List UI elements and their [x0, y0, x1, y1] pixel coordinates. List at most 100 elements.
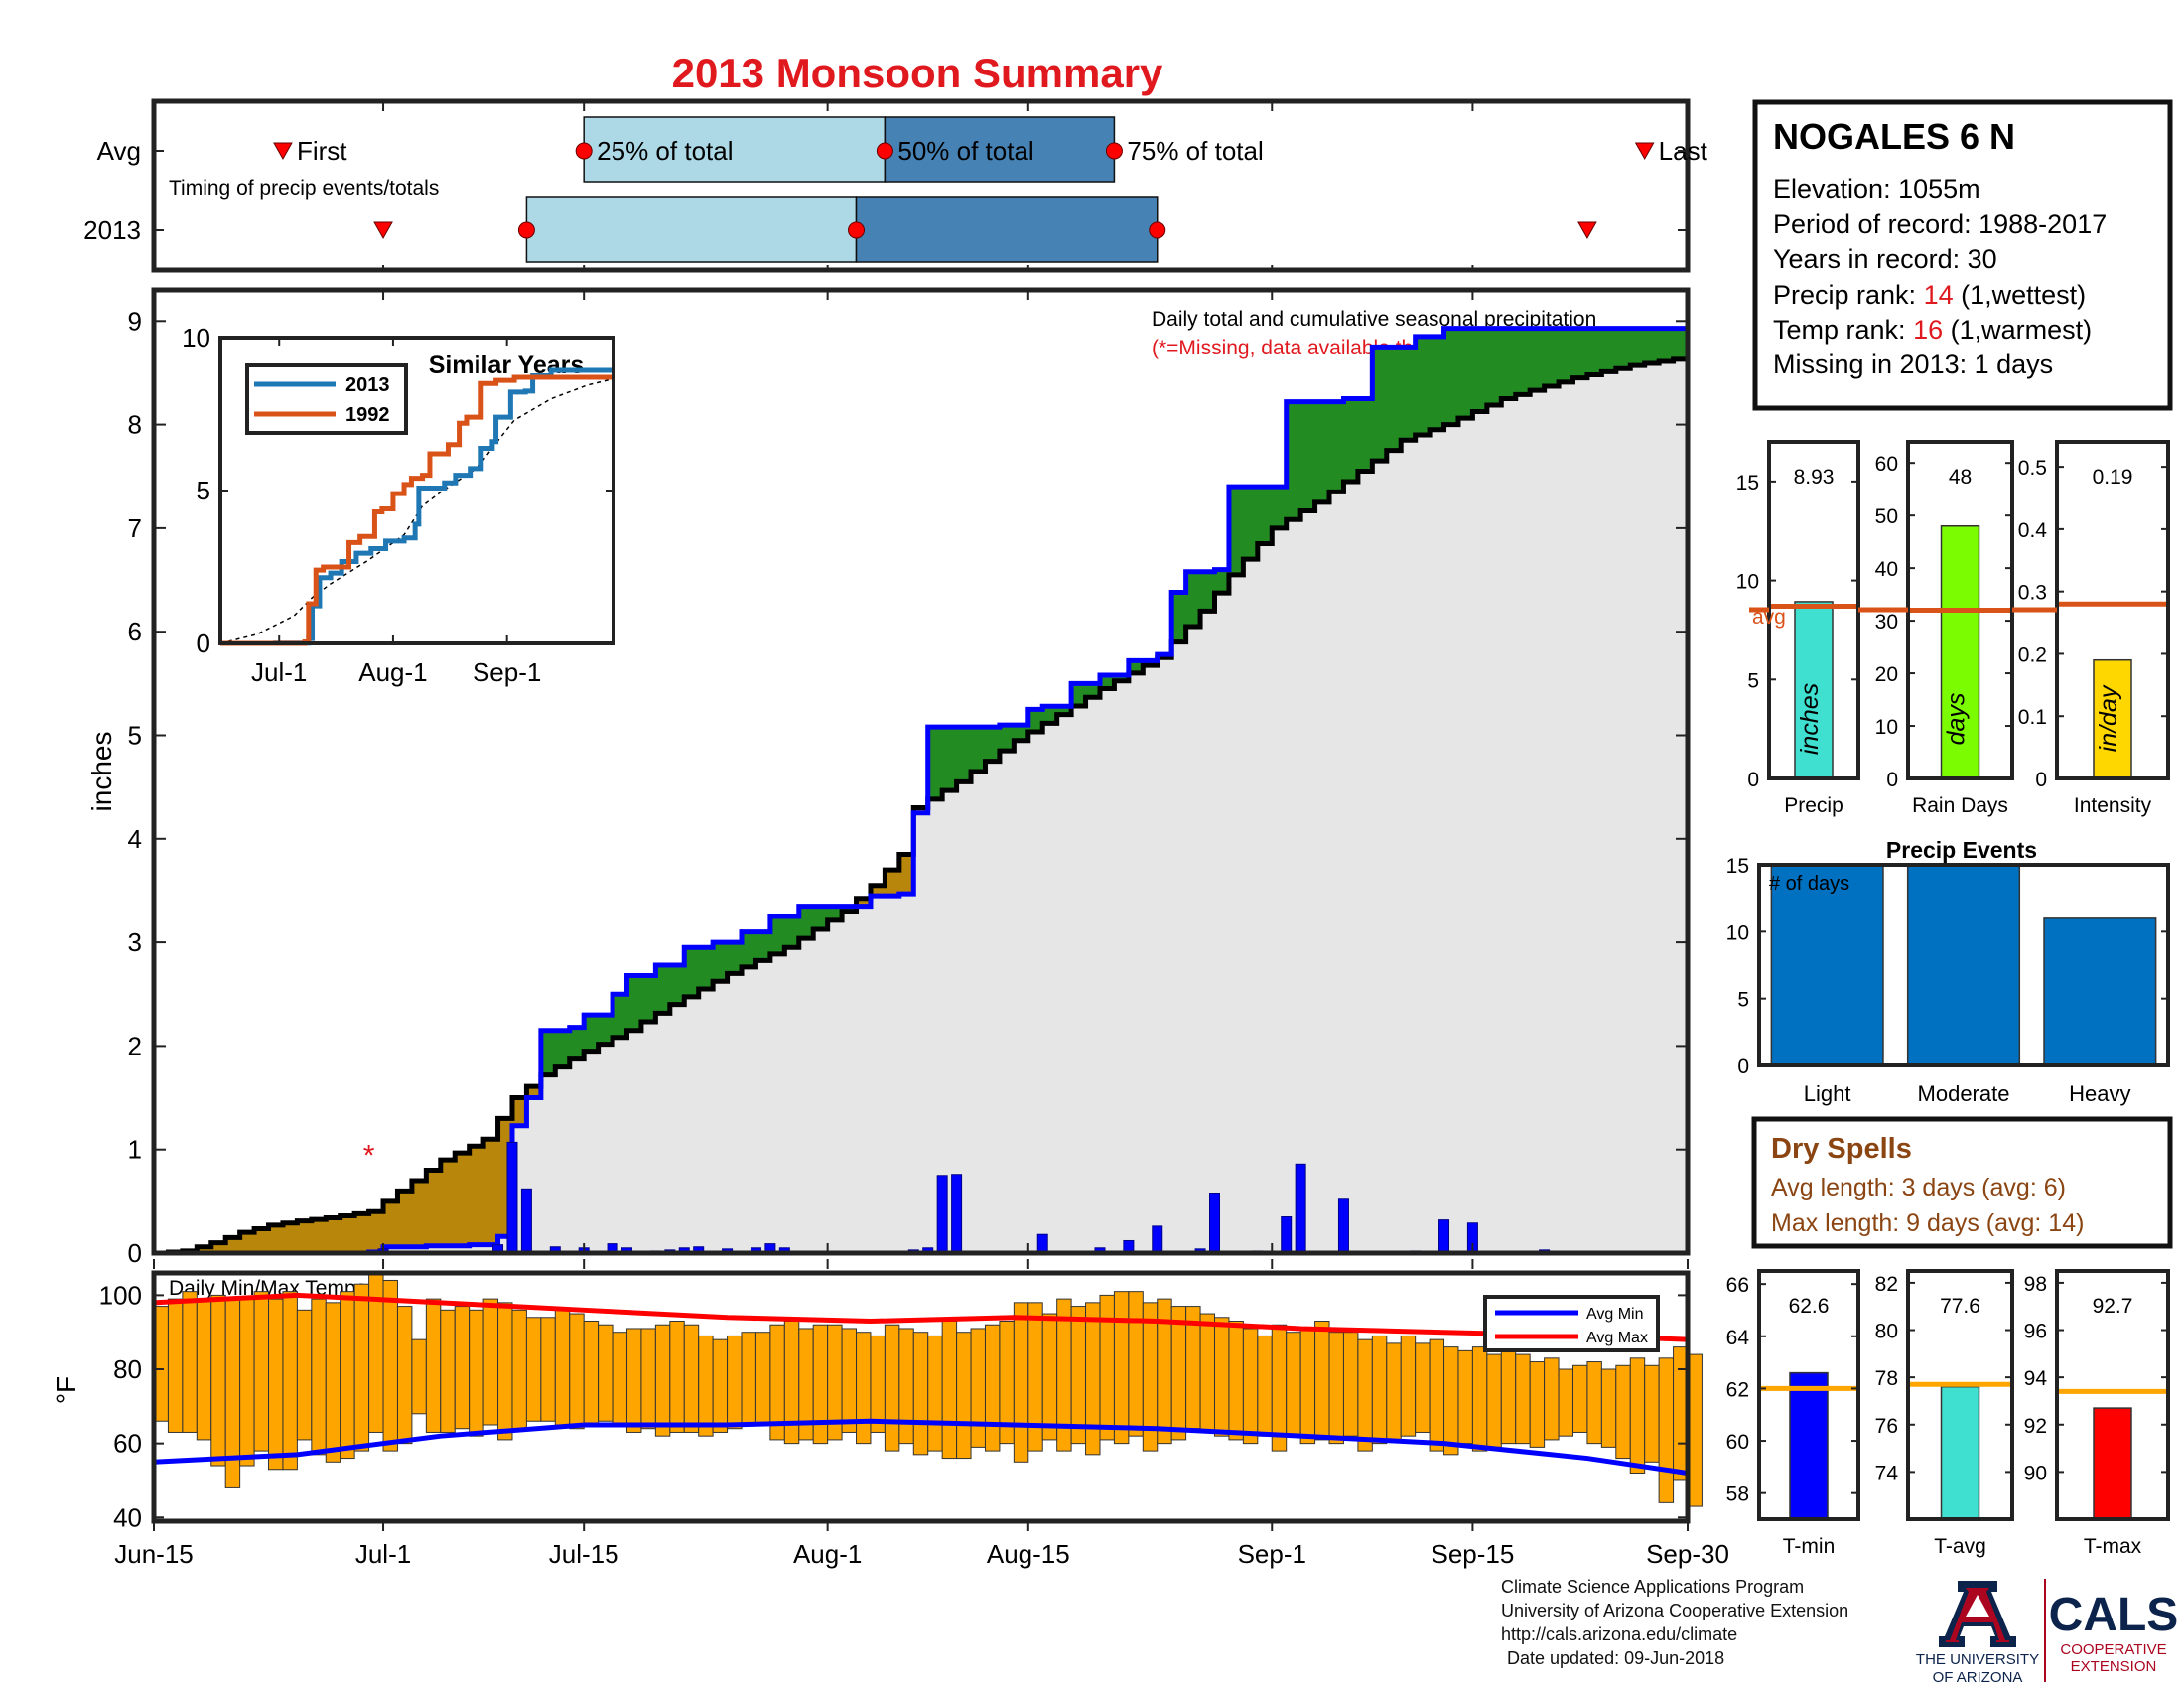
- daily-temp-bar: [669, 1321, 685, 1433]
- above-average-fill: [1027, 709, 1043, 733]
- daily-temp-bar: [210, 1294, 226, 1467]
- daily-temp-bar: [1342, 1332, 1359, 1437]
- timing-first-last-marker: [373, 221, 393, 240]
- daily-temp-bar: [683, 1324, 700, 1433]
- x-tick-label: Sep-15: [1431, 1539, 1514, 1569]
- below-average-fill: [282, 1222, 298, 1253]
- x-tick-label: Sep-30: [1646, 1539, 1729, 1569]
- daily-temp-bar: [1415, 1342, 1431, 1433]
- daily-temp-bar: [1128, 1291, 1144, 1437]
- above-average-fill: [1085, 683, 1101, 698]
- below-average-fill: [197, 1246, 212, 1253]
- below-average-fill: [885, 870, 900, 897]
- above-average-fill: [1544, 328, 1560, 386]
- daily-temp-bar: [1544, 1357, 1560, 1441]
- cumulative-title: Daily total and cumulative seasonal prec…: [1152, 308, 1596, 331]
- cals-line1: COOPERATIVE: [2060, 1641, 2166, 1658]
- summary-y-tick-label: 62: [1726, 1378, 1749, 1401]
- timing-label-50: 50% of total: [897, 136, 1033, 166]
- above-average-fill: [1644, 328, 1660, 364]
- x-tick-label: Aug-15: [987, 1539, 1070, 1569]
- daily-temp-bar: [1429, 1338, 1445, 1452]
- daily-temp-bar: [841, 1328, 858, 1433]
- daily-temp-bar: [1443, 1346, 1459, 1456]
- above-average-fill: [613, 994, 628, 1038]
- daily-precip-bar: [1152, 1225, 1163, 1254]
- summary-y-tick-label: 66: [1726, 1274, 1749, 1297]
- inset-y-tick-label: 5: [197, 476, 210, 505]
- above-average-fill: [1630, 328, 1646, 366]
- events-inline-label: # of days: [1769, 873, 1849, 895]
- above-average-fill: [1329, 401, 1345, 492]
- daily-precip-bar: [1438, 1219, 1450, 1254]
- timing-first-last-marker: [1634, 142, 1655, 161]
- timing-panel: Avg 2013 Timing of precip events/totals …: [83, 98, 1708, 273]
- below-average-fill: [239, 1232, 255, 1253]
- timing-pct-marker: [848, 221, 866, 239]
- event-bar-heavy: [2043, 917, 2157, 1066]
- inset-line-1992: [220, 374, 614, 646]
- station-years: Years in record: 30: [1773, 244, 1997, 274]
- summary-bar-precip: [1794, 601, 1834, 779]
- daily-temp-bar: [956, 1332, 972, 1460]
- above-average-fill: [755, 931, 771, 961]
- above-average-fill: [1128, 660, 1144, 673]
- temps-y-label: °F: [51, 1376, 81, 1404]
- credit-url[interactable]: http://cals.arizona.edu/climate: [1501, 1624, 1738, 1644]
- temp-summary-panels: 58 60 62 64 66 62.6 T-min 74 76 78 80 82 77.6 T-avg 90…: [1726, 1269, 2170, 1558]
- daily-temp-bar: [497, 1302, 513, 1441]
- summary-y-tick-label: 0.1: [2018, 706, 2047, 729]
- cum-y-tick-label: 6: [128, 617, 142, 646]
- summary-category-label: Rain Days: [1912, 794, 2008, 817]
- daily-temp-bar: [325, 1302, 341, 1463]
- daily-temp-bar: [454, 1306, 471, 1430]
- above-average-fill: [1443, 328, 1459, 425]
- daily-temp-bar: [970, 1328, 986, 1448]
- university-of-arizona-logo: THE UNIVERSITY OF ARIZONA CALS COOPERATI…: [1916, 1579, 2178, 1686]
- inset-y-tick-label: 0: [197, 629, 210, 658]
- above-average-fill: [698, 947, 714, 990]
- daily-temp-bar: [1386, 1342, 1402, 1441]
- daily-temp-bar: [396, 1306, 413, 1445]
- below-average-fill: [913, 807, 929, 813]
- below-average-fill: [856, 898, 872, 907]
- cals-line2: EXTENSION: [2071, 1658, 2157, 1675]
- above-average-fill: [1243, 487, 1259, 560]
- ua-line2: OF ARIZONA: [1933, 1669, 2023, 1686]
- above-average-fill: [1200, 571, 1216, 612]
- above-average-fill: [827, 906, 843, 920]
- ua-line1: THE UNIVERSITY: [1916, 1651, 2039, 1668]
- daily-temp-bar: [698, 1335, 714, 1437]
- daily-temp-bar: [525, 1317, 542, 1422]
- summary-y-tick-label: 20: [1875, 663, 1898, 686]
- cum-y-tick-label: 3: [128, 927, 142, 957]
- inset-line-2013: [220, 367, 614, 646]
- above-average-fill: [598, 1015, 614, 1045]
- daily-temp-bar: [182, 1291, 198, 1433]
- station-elevation: Elevation: 1055m: [1773, 174, 1980, 204]
- timing-frame: [151, 98, 1691, 273]
- daily-temp-bar: [469, 1309, 484, 1437]
- summary-frame: [1906, 1269, 2014, 1521]
- daily-temp-bar: [912, 1332, 929, 1456]
- above-average-fill: [684, 947, 700, 997]
- summary-avg-label: avg: [1752, 606, 1786, 629]
- summary-bar-intensity: [2093, 658, 2132, 779]
- summary-value-label: 48: [1949, 466, 1972, 489]
- station-precip-rank: Precip rank: 14 (1,wettest): [1773, 280, 2086, 310]
- summary-y-tick-label: 10: [1736, 571, 1759, 594]
- above-average-fill: [742, 931, 757, 967]
- summary-y-tick-label: 64: [1726, 1327, 1750, 1349]
- below-average-fill: [340, 1215, 355, 1253]
- above-average-fill: [1586, 328, 1602, 375]
- avg-max-line: [153, 1292, 1689, 1342]
- daily-temp-bar: [612, 1332, 627, 1426]
- daily-precip-bar: [951, 1174, 963, 1254]
- daily-temp-bar: [340, 1291, 355, 1460]
- above-average-fill: [1673, 328, 1689, 359]
- summary-y-tick-label: 96: [2024, 1321, 2047, 1343]
- daily-temp-bar: [1257, 1335, 1273, 1437]
- daily-precip-bar: [936, 1175, 948, 1254]
- timing-row-label-year: 2013: [83, 215, 141, 245]
